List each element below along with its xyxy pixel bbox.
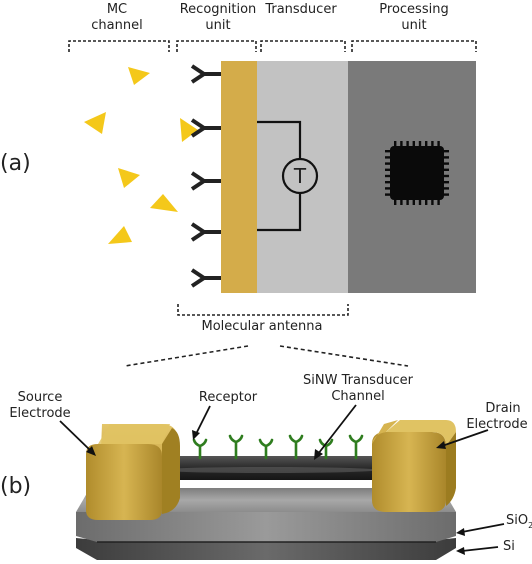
receptor-arrowhead xyxy=(192,430,200,440)
source-electrode-label-line1: Source xyxy=(18,390,63,405)
panel-a-label: (a) xyxy=(0,151,31,176)
source-electrode-label-line2: Electrode xyxy=(9,406,70,421)
sinw-channel-arrow xyxy=(317,404,357,455)
sio2-arrowhead xyxy=(456,528,465,536)
si-label: Si xyxy=(503,539,515,554)
sio2-label-base: SiO xyxy=(506,513,528,528)
molecular-antenna-bracket xyxy=(177,304,349,316)
receptor-icon-5 xyxy=(190,268,221,288)
recognition-unit-bracket xyxy=(176,40,257,52)
transducer-block xyxy=(257,61,348,293)
molecule-icon-3 xyxy=(180,118,198,142)
green-receptor-icon xyxy=(258,438,274,460)
molecule-icon-1 xyxy=(128,67,150,85)
receptor-label: Receptor xyxy=(199,390,258,405)
green-receptor-icon xyxy=(348,434,364,460)
mc-channel-label-line2: channel xyxy=(91,18,142,33)
receptor-arrow xyxy=(195,405,211,435)
receptor-icon-1 xyxy=(190,64,221,84)
molecular-antenna-label: Molecular antenna xyxy=(202,319,323,334)
mc-channel-bracket xyxy=(68,40,170,52)
sinw-channel-arrowhead xyxy=(314,449,323,460)
receptor-icon-3 xyxy=(190,171,221,191)
recognition-unit-label-line1: Recognition xyxy=(180,2,257,17)
sio2-label-subscript: 2 xyxy=(528,521,532,530)
drain-electrode-label-line1: Drain xyxy=(485,401,520,416)
transducer-circuit xyxy=(257,120,319,232)
green-receptor-icon xyxy=(288,434,304,460)
drain-electrode-label-line2: Electrode xyxy=(466,417,527,432)
source-electrode-arrowhead xyxy=(86,446,96,456)
panel-b-label: (b) xyxy=(0,474,31,499)
si-arrowhead xyxy=(456,547,465,555)
source-electrode xyxy=(86,424,180,520)
molecule-icon-6 xyxy=(108,226,132,244)
sio2-label: SiO2 xyxy=(506,513,532,530)
receptor-icon-4 xyxy=(190,222,221,242)
zoom-line-right xyxy=(279,345,409,367)
transducer-wire-top xyxy=(257,120,302,159)
recognition-unit-label-line2: unit xyxy=(205,18,230,33)
molecule-icon-2 xyxy=(84,112,106,134)
panel-a: MC channel Recognition unit Transducer P… xyxy=(0,2,477,367)
zoom-line-left xyxy=(124,345,249,367)
sio2-layer-front xyxy=(76,512,456,542)
source-electrode-arrow xyxy=(59,420,93,453)
transducer-bracket xyxy=(260,40,346,52)
drain-electrode xyxy=(372,420,456,512)
drain-electrode-arrowhead xyxy=(436,441,446,449)
transducer-symbol-circle xyxy=(281,157,319,195)
panel-b: (b) Source Electrode Rece xyxy=(0,373,532,560)
molecule-icon-4 xyxy=(118,168,140,188)
section-brackets xyxy=(68,40,477,52)
processing-unit-bracket xyxy=(351,40,477,52)
receptor-icon-2 xyxy=(190,118,221,138)
sinw-channel-label-line1: SiNW Transducer xyxy=(303,373,414,388)
si-layer xyxy=(76,538,456,560)
molecule-icons xyxy=(84,67,198,244)
processing-unit-label-line2: unit xyxy=(401,18,426,33)
receptor-icons xyxy=(190,64,221,288)
sinw-channel-label-line2: Channel xyxy=(331,389,384,404)
transducer-wire-bottom xyxy=(257,193,302,232)
processing-unit-label-line1: Processing xyxy=(379,2,448,17)
si-arrow xyxy=(461,546,499,552)
transducer-symbol: T xyxy=(293,164,307,188)
molecule-icon-5 xyxy=(150,194,178,212)
mc-channel-label-line1: MC xyxy=(107,2,127,17)
green-receptor-icons xyxy=(162,434,364,460)
drain-electrode-arrow xyxy=(441,429,489,447)
nanowire-highlight xyxy=(158,467,378,473)
recognition-layer xyxy=(221,61,257,293)
microchip-icon xyxy=(385,141,449,205)
green-receptor-icon xyxy=(228,434,244,460)
transducer-label: Transducer xyxy=(264,2,337,17)
sio2-arrow xyxy=(461,523,505,533)
green-receptor-icon xyxy=(192,438,208,460)
